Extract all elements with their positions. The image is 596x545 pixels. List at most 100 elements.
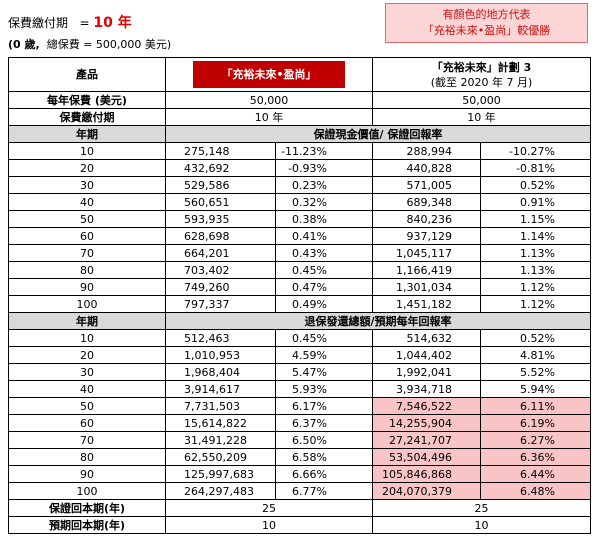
a-value: 125,997,683	[165, 465, 276, 483]
year: 30	[8, 176, 166, 194]
a-rate: 6.58%	[275, 448, 373, 466]
section-title: 保證現金價值/ 保證回報率	[165, 125, 591, 143]
info-row: 預期回本期(年) 10 10	[8, 516, 591, 534]
b-rate: 5.94%	[480, 380, 591, 398]
b-value: 514,632	[372, 329, 481, 347]
a-rate: 6.17%	[275, 397, 373, 415]
b-value: 1,045,117	[372, 244, 481, 262]
year: 50	[8, 210, 166, 228]
a-rate: 0.38%	[275, 210, 373, 228]
product-a-cell: 「充裕未來•盈尚」	[165, 57, 373, 92]
premium-info: (0 歲, 總保費 = 500,000 美元)	[8, 36, 171, 52]
a-rate: 6.66%	[275, 465, 373, 483]
data-row: 50 593,935 0.38% 840,236 1.15%	[8, 210, 591, 228]
b-rate: -10.27%	[480, 142, 591, 160]
a-value: 560,651	[165, 193, 276, 211]
row-label: 保費繳付期	[8, 108, 166, 126]
b-rate: 1.13%	[480, 261, 591, 279]
a-rate: 0.49%	[275, 295, 373, 313]
year: 10	[8, 142, 166, 160]
a-value: 593,935	[165, 210, 276, 228]
a-rate: -11.23%	[275, 142, 373, 160]
product-b-cell: 「充裕未來」計劃 3 (截至 2020 年 7 月)	[372, 57, 591, 92]
b-value: 3,934,718	[372, 380, 481, 398]
a-value: 703,402	[165, 261, 276, 279]
a-value: 1,968,404	[165, 363, 276, 381]
a-value: 529,586	[165, 176, 276, 194]
year: 70	[8, 431, 166, 449]
b-value: 105,846,868	[372, 465, 481, 483]
term-eq: =	[79, 16, 90, 30]
year: 30	[8, 363, 166, 381]
a-rate: 0.41%	[275, 227, 373, 245]
a-rate: 0.45%	[275, 329, 373, 347]
a-rate: -0.93%	[275, 159, 373, 177]
b-rate: 0.91%	[480, 193, 591, 211]
data-row: 100 264,297,483 6.77% 204,070,379 6.48%	[8, 482, 591, 500]
b-rate: 1.12%	[480, 278, 591, 296]
b-rate: 0.52%	[480, 329, 591, 347]
b-rate: 1.14%	[480, 227, 591, 245]
section-title: 退保發還總額/預期每年回報率	[165, 312, 591, 330]
term-value: 10 年	[93, 15, 132, 31]
a-rate: 4.59%	[275, 346, 373, 364]
b-value: 204,070,379	[372, 482, 481, 500]
year: 100	[8, 482, 166, 500]
data-row: 20 432,692 -0.93% 440,828 -0.81%	[8, 159, 591, 177]
year: 50	[8, 397, 166, 415]
a-value: 31,491,228	[165, 431, 276, 449]
product-row: 產品 「充裕未來•盈尚」 「充裕未來」計劃 3 (截至 2020 年 7 月)	[8, 57, 591, 92]
info-row: 每年保費 (美元) 50,000 50,000	[8, 91, 591, 109]
a-value: 1,010,953	[165, 346, 276, 364]
a-value: 432,692	[165, 159, 276, 177]
table-body: 產品 「充裕未來•盈尚」 「充裕未來」計劃 3 (截至 2020 年 7 月) 每…	[8, 57, 591, 534]
row-label: 每年保費 (美元)	[8, 91, 166, 109]
b-rate: 0.52%	[480, 176, 591, 194]
year: 20	[8, 159, 166, 177]
b-rate: 6.48%	[480, 482, 591, 500]
term-label: 保費繳付期	[8, 16, 69, 30]
b-value: 440,828	[372, 159, 481, 177]
a-value: 3,914,617	[165, 380, 276, 398]
year: 40	[8, 193, 166, 211]
b-rate: 6.36%	[480, 448, 591, 466]
year: 20	[8, 346, 166, 364]
data-row: 10 512,463 0.45% 514,632 0.52%	[8, 329, 591, 347]
premium-term: 保費繳付期 = 10 年	[8, 12, 132, 32]
legend-line: 有顏色的地方代表	[442, 8, 531, 21]
b-rate: 6.11%	[480, 397, 591, 415]
section-header: 年期 退保發還總額/預期每年回報率	[8, 312, 591, 330]
a-value: 664,201	[165, 244, 276, 262]
legend-line: 「充裕未來•盈尚」較優勝	[422, 24, 551, 37]
b-value: 53,504,496	[372, 448, 481, 466]
b-rate: 1.15%	[480, 210, 591, 228]
data-row: 10 275,148 -11.23% 288,994 -10.27%	[8, 142, 591, 160]
b-value: 1,451,182	[372, 295, 481, 313]
a-value: 749,260	[165, 278, 276, 296]
b-value: 571,005	[372, 176, 481, 194]
year: 100	[8, 295, 166, 313]
data-row: 40 560,651 0.32% 689,348 0.91%	[8, 193, 591, 211]
b-rate: 1.12%	[480, 295, 591, 313]
a-rate: 5.47%	[275, 363, 373, 381]
year: 10	[8, 329, 166, 347]
data-row: 40 3,914,617 5.93% 3,934,718 5.94%	[8, 380, 591, 398]
info-row: 保費繳付期 10 年 10 年	[8, 108, 591, 126]
product-a: 「充裕未來•盈尚」	[193, 61, 345, 88]
b-rate: 1.13%	[480, 244, 591, 262]
data-row: 60 15,614,822 6.37% 14,255,904 6.19%	[8, 414, 591, 432]
year-label: 年期	[8, 312, 166, 330]
data-row: 100 797,337 0.49% 1,451,182 1.12%	[8, 295, 591, 313]
data-row: 60 628,698 0.41% 937,129 1.14%	[8, 227, 591, 245]
total-premium: 總保費 = 500,000 美元)	[46, 38, 172, 51]
legend-box: 有顏色的地方代表 「充裕未來•盈尚」較優勝	[385, 3, 588, 43]
year: 40	[8, 380, 166, 398]
b-value: 1,992,041	[372, 363, 481, 381]
year: 90	[8, 278, 166, 296]
year: 60	[8, 227, 166, 245]
a-value: 15,614,822	[165, 414, 276, 432]
product-label: 產品	[8, 57, 166, 92]
data-row: 90 125,997,683 6.66% 105,846,868 6.44%	[8, 465, 591, 483]
year: 80	[8, 261, 166, 279]
a-rate: 6.77%	[275, 482, 373, 500]
